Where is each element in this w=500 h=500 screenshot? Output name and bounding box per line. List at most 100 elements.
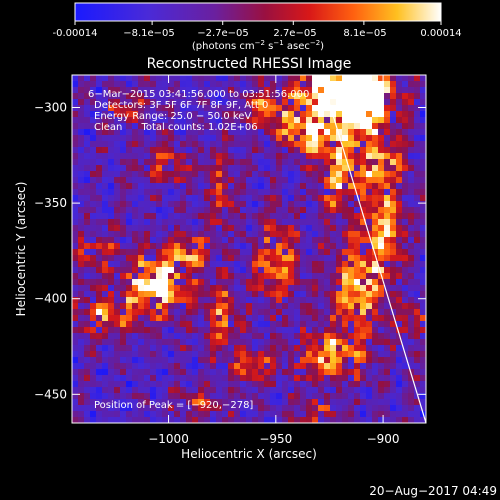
- heatmap-cell: [414, 189, 421, 196]
- heatmap-cell: [186, 129, 193, 136]
- heatmap-cell: [420, 357, 426, 364]
- heatmap-cell: [102, 399, 109, 406]
- heatmap-cell: [420, 267, 426, 274]
- heatmap-cell: [342, 129, 349, 136]
- heatmap-cell: [414, 411, 421, 418]
- heatmap-cell: [228, 165, 235, 172]
- heatmap-cell: [72, 225, 79, 232]
- heatmap-cell: [84, 405, 91, 412]
- heatmap-cell: [306, 327, 313, 334]
- heatmap-cell: [210, 321, 217, 328]
- heatmap-cell: [120, 105, 127, 112]
- heatmap-cell: [396, 249, 403, 256]
- heatmap-cell: [72, 237, 79, 244]
- heatmap-cell: [120, 93, 127, 100]
- heatmap-cell: [330, 393, 337, 400]
- heatmap-cell: [162, 333, 169, 340]
- heatmap-cell: [312, 123, 319, 130]
- heatmap-cell: [288, 297, 295, 304]
- heatmap-cell: [318, 237, 325, 244]
- heatmap-cell: [300, 123, 307, 130]
- heatmap-cell: [120, 183, 127, 190]
- heatmap-cell: [228, 153, 235, 160]
- heatmap-cell: [174, 201, 181, 208]
- heatmap-cell: [114, 297, 121, 304]
- heatmap-cell: [402, 267, 409, 274]
- heatmap-cell: [132, 123, 139, 130]
- heatmap-cell: [114, 273, 121, 280]
- heatmap-cell: [102, 315, 109, 322]
- heatmap-cell: [252, 81, 259, 88]
- heatmap-cell: [228, 93, 235, 100]
- heatmap-cell: [156, 81, 163, 88]
- heatmap-cell: [198, 321, 205, 328]
- heatmap-cell: [192, 303, 199, 310]
- heatmap-cell: [192, 339, 199, 346]
- heatmap-cell: [372, 315, 379, 322]
- heatmap-cell: [372, 375, 379, 382]
- heatmap-cell: [270, 405, 277, 412]
- heatmap-cell: [138, 411, 145, 418]
- heatmap-cell: [180, 123, 187, 130]
- heatmap-cell: [156, 339, 163, 346]
- heatmap-cell: [78, 141, 85, 148]
- heatmap-cell: [360, 291, 367, 298]
- heatmap-cell: [348, 183, 355, 190]
- heatmap-cell: [180, 381, 187, 388]
- heatmap-cell: [336, 111, 343, 118]
- heatmap-cell: [396, 363, 403, 370]
- heatmap-cell: [120, 351, 127, 358]
- heatmap-cell: [204, 387, 211, 394]
- heatmap-cell: [240, 309, 247, 316]
- heatmap-cell: [330, 153, 337, 160]
- heatmap-cell: [174, 207, 181, 214]
- heatmap-cell: [372, 273, 379, 280]
- heatmap-cell: [168, 105, 175, 112]
- heatmap-cell: [138, 363, 145, 370]
- heatmap-cell: [276, 93, 283, 100]
- heatmap-cell: [270, 75, 277, 82]
- heatmap-cell: [348, 345, 355, 352]
- heatmap-cell: [324, 201, 331, 208]
- heatmap-cell: [138, 123, 145, 130]
- heatmap-cell: [102, 357, 109, 364]
- heatmap-cell: [312, 417, 319, 423]
- heatmap-cell: [240, 117, 247, 124]
- heatmap-cell: [408, 75, 415, 82]
- heatmap-cell: [156, 249, 163, 256]
- heatmap-cell: [144, 171, 151, 178]
- heatmap-cell: [360, 141, 367, 148]
- heatmap-cell: [390, 249, 397, 256]
- heatmap-cell: [222, 237, 229, 244]
- heatmap-cell: [348, 279, 355, 286]
- heatmap-cell: [174, 279, 181, 286]
- heatmap-cell: [348, 93, 355, 100]
- heatmap-cell: [360, 231, 367, 238]
- heatmap-cell: [108, 93, 115, 100]
- heatmap-cell: [108, 129, 115, 136]
- heatmap-cell: [186, 105, 193, 112]
- heatmap-cell: [192, 153, 199, 160]
- heatmap-cell: [288, 303, 295, 310]
- heatmap-cell: [336, 411, 343, 418]
- heatmap-cell: [138, 279, 145, 286]
- heatmap-cell: [282, 231, 289, 238]
- heatmap-cell: [138, 135, 145, 142]
- heatmap-cell: [420, 87, 426, 94]
- heatmap-cell: [378, 387, 385, 394]
- heatmap-cell: [402, 309, 409, 316]
- heatmap-cell: [228, 159, 235, 166]
- heatmap-cell: [138, 165, 145, 172]
- heatmap-cell: [180, 345, 187, 352]
- heatmap-cell: [396, 147, 403, 154]
- heatmap-cell: [282, 345, 289, 352]
- heatmap-cell: [222, 243, 229, 250]
- heatmap-cell: [300, 75, 307, 82]
- heatmap-cell: [396, 105, 403, 112]
- heatmap-cell: [348, 393, 355, 400]
- heatmap-cell: [342, 123, 349, 130]
- heatmap-cell: [138, 315, 145, 322]
- heatmap-cell: [408, 357, 415, 364]
- heatmap-cell: [78, 213, 85, 220]
- heatmap-cell: [354, 255, 361, 262]
